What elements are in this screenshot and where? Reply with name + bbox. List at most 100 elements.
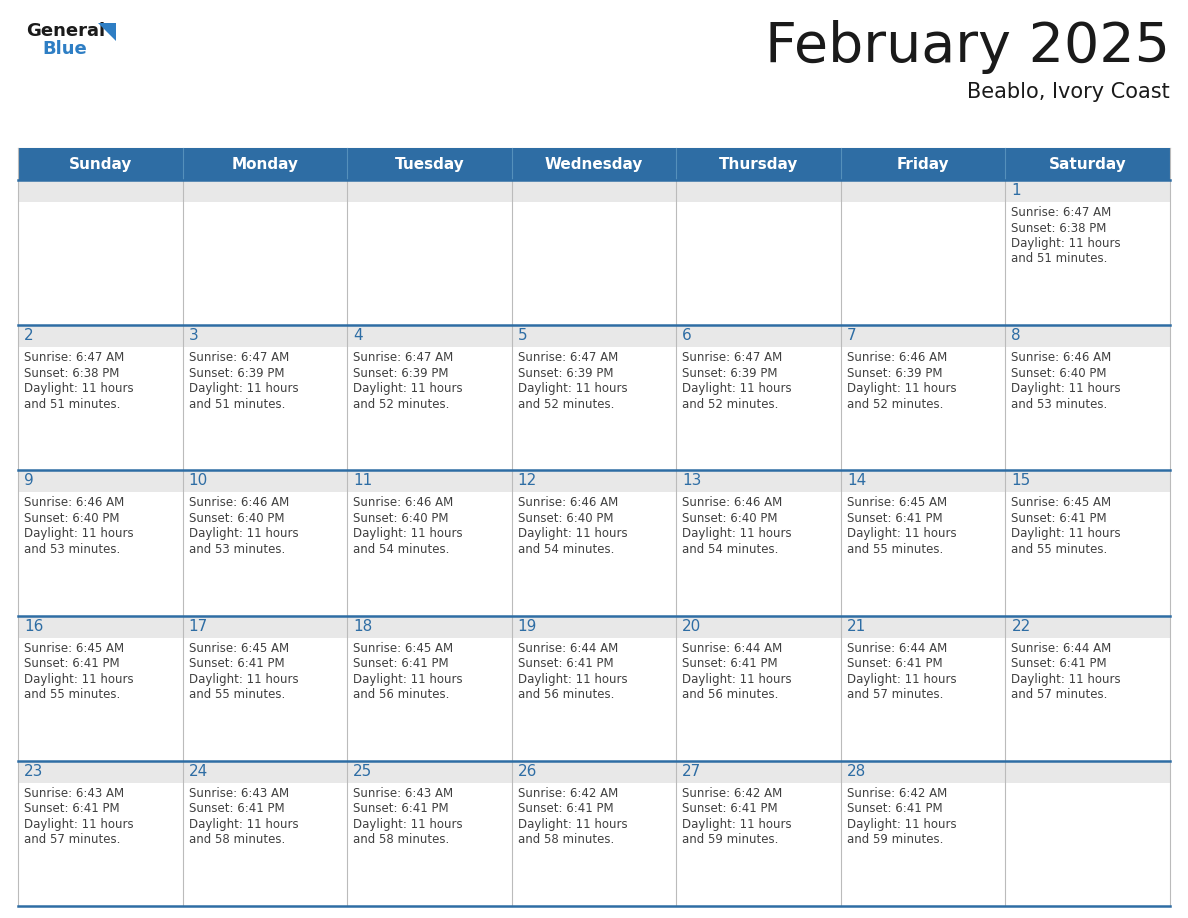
Text: and 52 minutes.: and 52 minutes.	[518, 397, 614, 410]
Text: 19: 19	[518, 619, 537, 633]
Text: 8: 8	[1011, 329, 1020, 343]
Text: Sunrise: 6:47 AM: Sunrise: 6:47 AM	[24, 352, 125, 364]
Bar	[512, 325, 676, 470]
Bar	[841, 180, 1005, 202]
Bar	[347, 180, 512, 202]
Text: Sunset: 6:41 PM: Sunset: 6:41 PM	[1011, 512, 1107, 525]
Text: Sunrise: 6:46 AM: Sunrise: 6:46 AM	[24, 497, 125, 509]
Bar	[183, 761, 347, 906]
Bar	[676, 616, 841, 761]
Text: Beablo, Ivory Coast: Beablo, Ivory Coast	[967, 82, 1170, 102]
Text: Sunrise: 6:43 AM: Sunrise: 6:43 AM	[353, 787, 454, 800]
Text: 14: 14	[847, 474, 866, 488]
Text: 4: 4	[353, 329, 362, 343]
Bar	[347, 616, 512, 761]
Text: Daylight: 11 hours: Daylight: 11 hours	[353, 673, 463, 686]
Bar	[1005, 470, 1170, 492]
Bar	[183, 616, 347, 761]
Bar	[676, 470, 841, 492]
Text: Sunset: 6:41 PM: Sunset: 6:41 PM	[353, 802, 449, 815]
Text: 13: 13	[682, 474, 702, 488]
Text: Sunday: Sunday	[69, 156, 132, 172]
Text: Daylight: 11 hours: Daylight: 11 hours	[518, 818, 627, 831]
Text: Sunset: 6:39 PM: Sunset: 6:39 PM	[518, 366, 613, 380]
Bar	[183, 470, 347, 616]
Text: Sunrise: 6:45 AM: Sunrise: 6:45 AM	[189, 642, 289, 655]
Bar	[347, 761, 512, 783]
Text: Daylight: 11 hours: Daylight: 11 hours	[189, 673, 298, 686]
Text: Daylight: 11 hours: Daylight: 11 hours	[518, 382, 627, 396]
Text: Daylight: 11 hours: Daylight: 11 hours	[353, 382, 463, 396]
Bar	[512, 180, 676, 202]
Text: and 53 minutes.: and 53 minutes.	[189, 543, 285, 556]
Text: 1: 1	[1011, 183, 1020, 198]
Bar	[18, 761, 183, 906]
Text: Daylight: 11 hours: Daylight: 11 hours	[682, 673, 792, 686]
Bar	[18, 180, 183, 325]
Text: and 58 minutes.: and 58 minutes.	[353, 834, 449, 846]
Text: 9: 9	[24, 474, 33, 488]
Bar	[676, 180, 841, 325]
Text: Sunset: 6:40 PM: Sunset: 6:40 PM	[189, 512, 284, 525]
Text: Sunrise: 6:43 AM: Sunrise: 6:43 AM	[24, 787, 124, 800]
Text: 15: 15	[1011, 474, 1031, 488]
Text: and 58 minutes.: and 58 minutes.	[518, 834, 614, 846]
Text: Sunrise: 6:47 AM: Sunrise: 6:47 AM	[189, 352, 289, 364]
Text: Sunrise: 6:42 AM: Sunrise: 6:42 AM	[847, 787, 947, 800]
Text: 10: 10	[189, 474, 208, 488]
Bar	[512, 470, 676, 616]
Text: and 53 minutes.: and 53 minutes.	[1011, 397, 1107, 410]
Bar	[841, 470, 1005, 492]
Text: Daylight: 11 hours: Daylight: 11 hours	[24, 673, 133, 686]
Text: 12: 12	[518, 474, 537, 488]
Text: Sunrise: 6:47 AM: Sunrise: 6:47 AM	[682, 352, 783, 364]
Bar	[1005, 616, 1170, 638]
Text: 2: 2	[24, 329, 33, 343]
Bar	[18, 325, 183, 347]
Polygon shape	[97, 23, 116, 41]
Bar	[841, 761, 1005, 783]
Text: Sunset: 6:41 PM: Sunset: 6:41 PM	[1011, 657, 1107, 670]
Bar	[347, 180, 512, 325]
Bar	[841, 761, 1005, 906]
Text: and 54 minutes.: and 54 minutes.	[518, 543, 614, 556]
Bar	[512, 180, 676, 325]
Text: and 57 minutes.: and 57 minutes.	[847, 688, 943, 701]
Text: Daylight: 11 hours: Daylight: 11 hours	[1011, 382, 1121, 396]
Text: Sunrise: 6:44 AM: Sunrise: 6:44 AM	[847, 642, 947, 655]
Text: Sunset: 6:40 PM: Sunset: 6:40 PM	[518, 512, 613, 525]
Text: Sunrise: 6:44 AM: Sunrise: 6:44 AM	[518, 642, 618, 655]
Bar	[676, 180, 841, 202]
Bar	[347, 616, 512, 638]
Text: Sunset: 6:41 PM: Sunset: 6:41 PM	[24, 802, 120, 815]
Bar	[676, 470, 841, 616]
Bar	[676, 616, 841, 638]
Text: Saturday: Saturday	[1049, 156, 1126, 172]
Bar	[841, 325, 1005, 470]
Bar	[676, 761, 841, 906]
Text: Sunset: 6:39 PM: Sunset: 6:39 PM	[847, 366, 942, 380]
Text: Sunrise: 6:47 AM: Sunrise: 6:47 AM	[518, 352, 618, 364]
Bar	[1005, 761, 1170, 783]
Text: 5: 5	[518, 329, 527, 343]
Text: Sunset: 6:39 PM: Sunset: 6:39 PM	[682, 366, 778, 380]
Text: Sunrise: 6:45 AM: Sunrise: 6:45 AM	[1011, 497, 1112, 509]
Text: and 55 minutes.: and 55 minutes.	[1011, 543, 1107, 556]
Text: 22: 22	[1011, 619, 1031, 633]
Bar	[347, 761, 512, 906]
Text: and 51 minutes.: and 51 minutes.	[189, 397, 285, 410]
Text: Sunset: 6:41 PM: Sunset: 6:41 PM	[189, 657, 284, 670]
Text: Sunrise: 6:44 AM: Sunrise: 6:44 AM	[1011, 642, 1112, 655]
Bar	[841, 616, 1005, 761]
Bar	[841, 325, 1005, 347]
Text: Sunset: 6:40 PM: Sunset: 6:40 PM	[24, 512, 120, 525]
Bar	[512, 470, 676, 492]
Text: Daylight: 11 hours: Daylight: 11 hours	[353, 818, 463, 831]
Text: Daylight: 11 hours: Daylight: 11 hours	[189, 528, 298, 541]
Text: 11: 11	[353, 474, 372, 488]
Bar	[347, 325, 512, 470]
Text: and 58 minutes.: and 58 minutes.	[189, 834, 285, 846]
Bar	[18, 761, 183, 783]
Text: Daylight: 11 hours: Daylight: 11 hours	[1011, 673, 1121, 686]
Text: Sunrise: 6:43 AM: Sunrise: 6:43 AM	[189, 787, 289, 800]
